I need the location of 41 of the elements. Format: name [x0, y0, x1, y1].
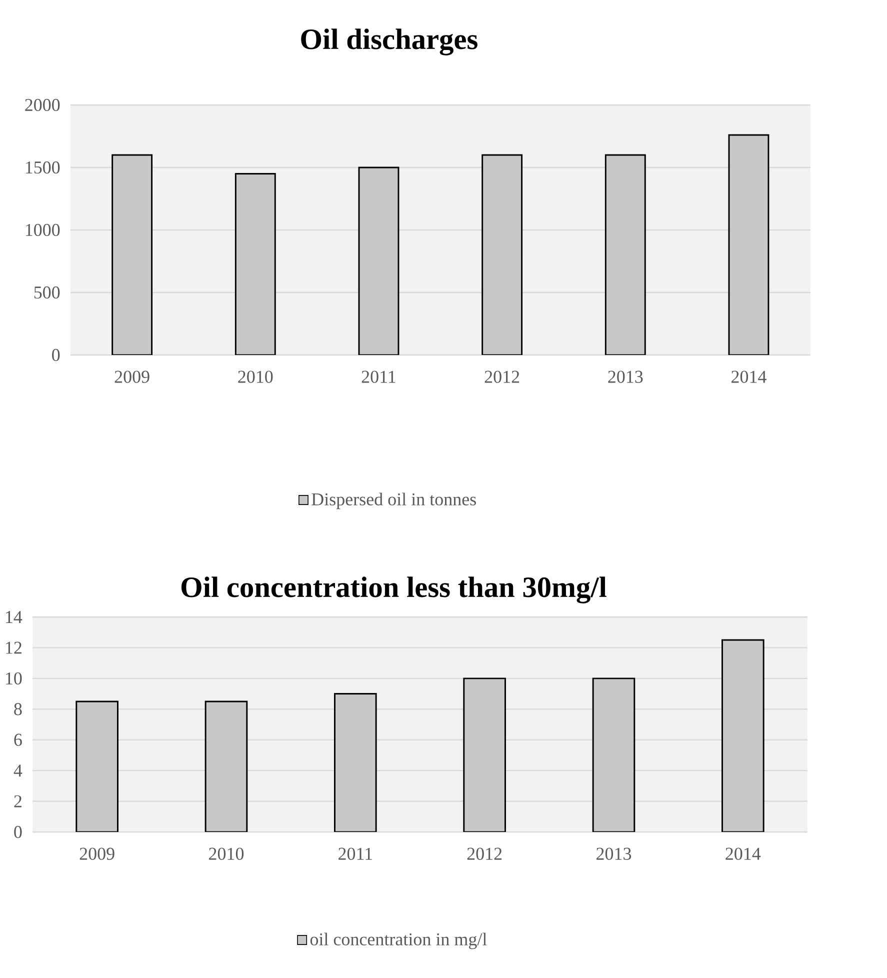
y-tick-label: 1000	[26, 224, 60, 236]
legend-label: Dispersed oil in tonnes	[312, 492, 476, 510]
y-tick-label: 14	[6, 611, 22, 623]
bar	[592, 678, 636, 832]
bar	[112, 154, 153, 355]
y-tick-label: 2000	[25, 98, 60, 112]
x-tick-label: 2012	[484, 370, 520, 383]
y-tick-label: 12	[6, 642, 22, 654]
x-tick-label: 2010	[209, 848, 244, 860]
y-tick-label: 10	[6, 672, 22, 684]
chart-title: Oil concentration less than 30mg/l	[181, 576, 606, 604]
bar	[721, 639, 764, 832]
x-tick-label: 2014	[726, 848, 761, 860]
bar	[358, 166, 400, 355]
y-tick-label: 1500	[26, 161, 60, 174]
y-tick-label: 500	[34, 286, 60, 299]
bar	[204, 700, 248, 832]
x-tick-label: 2013	[608, 370, 643, 383]
x-tick-label: 2011	[338, 848, 372, 860]
y-tick-label: 2	[14, 795, 22, 808]
bar	[482, 154, 522, 355]
y-tick-label: 0	[52, 348, 60, 362]
y-tick-label: 4	[14, 764, 22, 776]
y-tick-label: 6	[14, 734, 22, 746]
x-tick-label: 2009	[114, 370, 150, 383]
bar	[334, 693, 377, 832]
x-tick-label: 2009	[80, 848, 114, 860]
y-tick-label: 0	[14, 826, 22, 838]
legend-label: oil concentration in mg/l	[310, 932, 487, 950]
bar	[463, 678, 506, 832]
bar	[76, 700, 118, 832]
x-tick-label: 2013	[596, 848, 632, 860]
chart-title: Oil discharges	[301, 28, 478, 56]
bar	[728, 134, 770, 355]
y-tick-label: 8	[14, 703, 22, 716]
bar	[604, 154, 646, 355]
x-tick-label: 2010	[238, 370, 273, 383]
x-tick-label: 2014	[731, 370, 766, 383]
x-tick-label: 2012	[467, 848, 502, 860]
x-tick-label: 2011	[362, 370, 396, 383]
bar	[234, 173, 276, 355]
